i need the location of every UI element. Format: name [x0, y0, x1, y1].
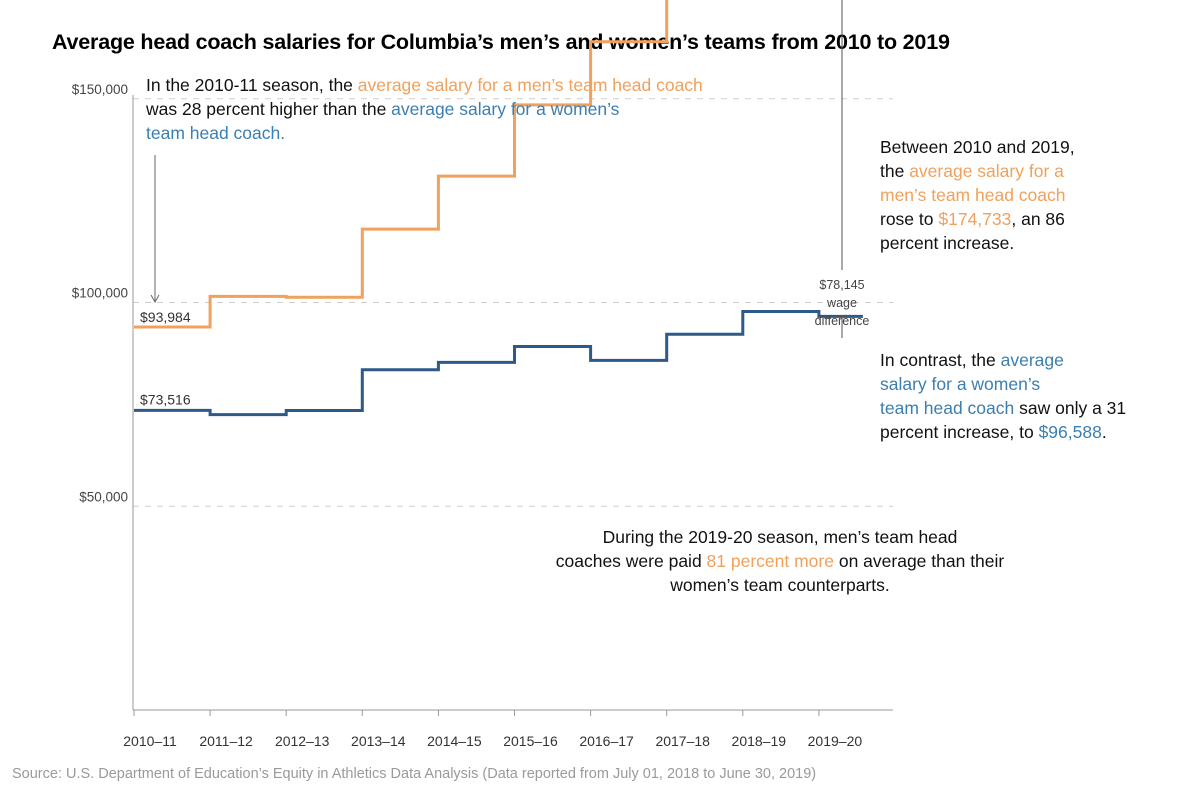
x-tick-label: 2019–20: [808, 733, 863, 749]
men-data-point: [209, 294, 214, 299]
women-data-point: [741, 309, 746, 314]
chart-annotations: $93,984 $73,516 $78,145 wage difference: [140, 0, 869, 407]
x-tick-label: 2018–19: [732, 733, 787, 749]
women-data-point: [589, 358, 594, 363]
x-tick-label: 2013–14: [351, 733, 406, 749]
top-annotation: In the 2010-11 season, the average salar…: [146, 75, 703, 143]
men-highlight: average salary for a men’s team head coa…: [357, 75, 703, 95]
y-tick-label: $50,000: [79, 489, 128, 504]
pointer-arrow-head: [150, 294, 160, 304]
axes: $50,000$100,000$150,000$200,0002010–1120…: [72, 82, 893, 749]
men-highlight: 81 percent more: [706, 551, 834, 571]
women-highlight: salary for a women’s: [880, 374, 1041, 394]
women-highlight: average: [1000, 350, 1064, 370]
women-salary-line: [134, 309, 863, 417]
women-data-point: [665, 332, 670, 337]
men-data-point: [361, 227, 366, 232]
source-note: Source: U.S. Department of Education’s E…: [12, 766, 817, 782]
x-tick-label: 2015–16: [503, 733, 558, 749]
x-tick-label: 2014–15: [427, 733, 482, 749]
women-data-point: [437, 360, 442, 365]
x-tick-label: 2017–18: [655, 733, 710, 749]
women-highlight: team head coach: [880, 398, 1015, 418]
women-data-point: [513, 344, 518, 349]
men-data-point: [285, 295, 290, 300]
x-tick-label: 2012–13: [275, 733, 330, 749]
men-highlight: average salary for a: [909, 161, 1064, 181]
men-start-value-label: $93,984: [140, 309, 191, 325]
x-tick-label: 2011–12: [199, 733, 253, 749]
women-increase-annotation: In contrast, the average salary for a wo…: [880, 350, 1127, 442]
women-data-point: [133, 408, 138, 413]
y-tick-label: $100,000: [72, 286, 128, 301]
men-data-point: [133, 325, 138, 330]
women-start-value-label: $73,516: [140, 391, 191, 407]
women-highlight: team head coach.: [146, 123, 286, 143]
men-increase-annotation: Between 2010 and 2019, the average salar…: [880, 137, 1075, 253]
women-data-point: [285, 408, 290, 413]
women-data-point: [209, 412, 214, 417]
women-final-salary: $96,588: [1038, 422, 1102, 442]
men-salary-line: [134, 0, 669, 329]
series-lines: [133, 0, 863, 417]
men-data-point: [437, 174, 442, 179]
y-tick-label: $150,000: [72, 82, 128, 97]
wage-difference-label: $78,145: [819, 278, 864, 292]
men-final-salary: $174,733: [938, 209, 1012, 229]
wage-difference-label: difference: [815, 314, 870, 328]
chart-title: Average head coach salaries for Columbia…: [52, 30, 950, 54]
bottom-annotation: During the 2019-20 season, men’s team he…: [555, 527, 1005, 595]
wage-difference-label: wage: [826, 296, 857, 310]
x-tick-label: 2010–11: [123, 733, 177, 749]
women-highlight: average salary for a women’s: [391, 99, 620, 119]
men-data-point: [589, 39, 594, 44]
x-tick-label: 2016–17: [579, 733, 634, 749]
men-highlight: men’s team head coach: [880, 185, 1066, 205]
women-data-point: [361, 367, 366, 372]
